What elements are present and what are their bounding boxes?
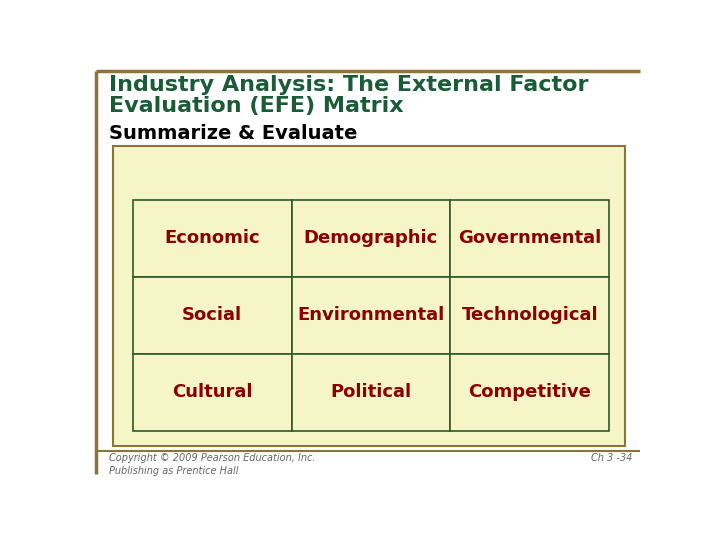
FancyBboxPatch shape: [113, 146, 625, 446]
Text: Industry Analysis: The External Factor: Industry Analysis: The External Factor: [109, 75, 589, 95]
Text: Economic: Economic: [164, 229, 260, 247]
Text: Social: Social: [182, 306, 242, 324]
Text: Demographic: Demographic: [304, 229, 438, 247]
Text: Evaluation (EFE) Matrix: Evaluation (EFE) Matrix: [109, 96, 404, 116]
FancyBboxPatch shape: [451, 276, 609, 354]
Text: Ch 3 -34: Ch 3 -34: [591, 453, 632, 463]
Text: Technological: Technological: [462, 306, 598, 324]
Text: Copyright © 2009 Pearson Education, Inc.
Publishing as Prentice Hall: Copyright © 2009 Pearson Education, Inc.…: [109, 453, 316, 476]
FancyBboxPatch shape: [292, 276, 451, 354]
FancyBboxPatch shape: [451, 200, 609, 276]
Text: Environmental: Environmental: [297, 306, 444, 324]
FancyBboxPatch shape: [132, 276, 292, 354]
Text: Cultural: Cultural: [172, 383, 252, 401]
FancyBboxPatch shape: [132, 354, 292, 430]
Text: Political: Political: [330, 383, 412, 401]
Text: Governmental: Governmental: [458, 229, 601, 247]
FancyBboxPatch shape: [292, 354, 451, 430]
FancyBboxPatch shape: [451, 354, 609, 430]
Text: Competitive: Competitive: [469, 383, 591, 401]
FancyBboxPatch shape: [132, 200, 292, 276]
Text: Summarize & Evaluate: Summarize & Evaluate: [109, 124, 358, 143]
FancyBboxPatch shape: [292, 200, 451, 276]
